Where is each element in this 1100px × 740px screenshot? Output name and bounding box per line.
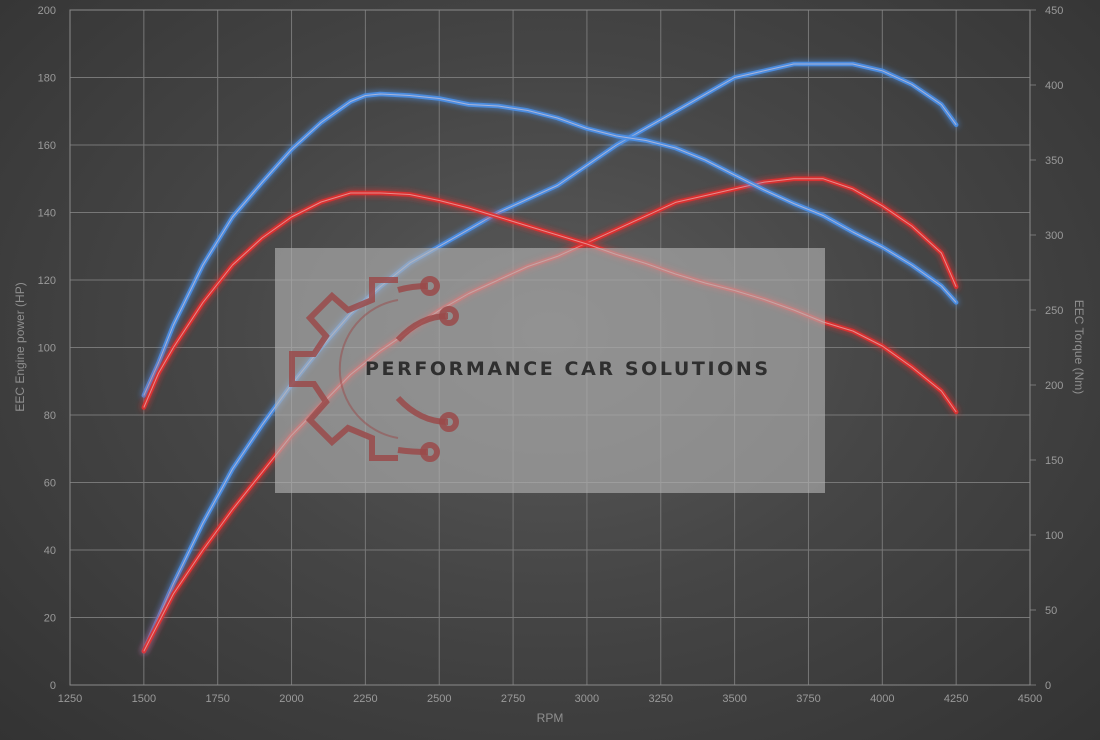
x-axis-title: RPM [537, 711, 564, 725]
y-left-tick-label: 120 [38, 275, 56, 287]
watermark: PERFORMANCE CAR SOLUTIONS [275, 248, 825, 493]
y-right-tick-label: 200 [1045, 380, 1063, 392]
x-tick-label: 2750 [501, 693, 525, 705]
y-axis-left-title: EEC Engine power (HP) [13, 282, 27, 411]
y-left-tick-label: 20 [44, 613, 56, 625]
x-tick-label: 3000 [575, 693, 599, 705]
y-left-tick-label: 200 [38, 5, 56, 17]
y-right-tick-label: 250 [1045, 305, 1063, 317]
watermark-text: PERFORMANCE CAR SOLUTIONS [365, 358, 771, 380]
x-tick-label: 3500 [722, 693, 746, 705]
watermark-panel [275, 248, 825, 493]
x-tick-label: 2500 [427, 693, 451, 705]
y-left-tick-label: 160 [38, 140, 56, 152]
series-line-core [143, 93, 957, 396]
x-tick-label: 4500 [1018, 693, 1042, 705]
y-right-tick-label: 300 [1045, 230, 1063, 242]
plot-frame [69, 9, 1031, 686]
y-right-tick-label: 450 [1045, 5, 1063, 17]
x-tick-label: 1250 [58, 693, 82, 705]
y-right-tick-label: 0 [1045, 680, 1051, 692]
y-left-tick-label: 140 [38, 208, 56, 220]
y-right-tick-label: 350 [1045, 155, 1063, 167]
y-left-tick-label: 40 [44, 545, 56, 557]
x-tick-label: 1500 [132, 693, 156, 705]
y-right-tick-label: 150 [1045, 455, 1063, 467]
y-right-tick-label: 50 [1045, 605, 1057, 617]
y-left-tick-label: 0 [50, 680, 56, 692]
x-tick-label: 4000 [870, 693, 894, 705]
x-tick-label: 2250 [353, 693, 377, 705]
y-axis-right-title: EEC Torque (Nm) [1072, 300, 1086, 394]
y-left-tick-label: 180 [38, 73, 56, 85]
x-tick-label: 3250 [649, 693, 673, 705]
y-left-tick-label: 60 [44, 478, 56, 490]
tick-labels: 1250 1500 1750 2000 2250 2500 2750 3000 3250 3500… [38, 5, 1064, 705]
y-right-tick-label: 100 [1045, 530, 1063, 542]
y-left-tick-label: 80 [44, 410, 56, 422]
x-tick-label: 2000 [279, 693, 303, 705]
y-right-tick-label: 400 [1045, 80, 1063, 92]
x-tick-label: 3750 [796, 693, 820, 705]
gear-circuit-icon [289, 276, 459, 462]
x-tick-label: 1750 [205, 693, 229, 705]
y-left-tick-label: 100 [38, 343, 56, 355]
x-tick-label: 4250 [944, 693, 968, 705]
